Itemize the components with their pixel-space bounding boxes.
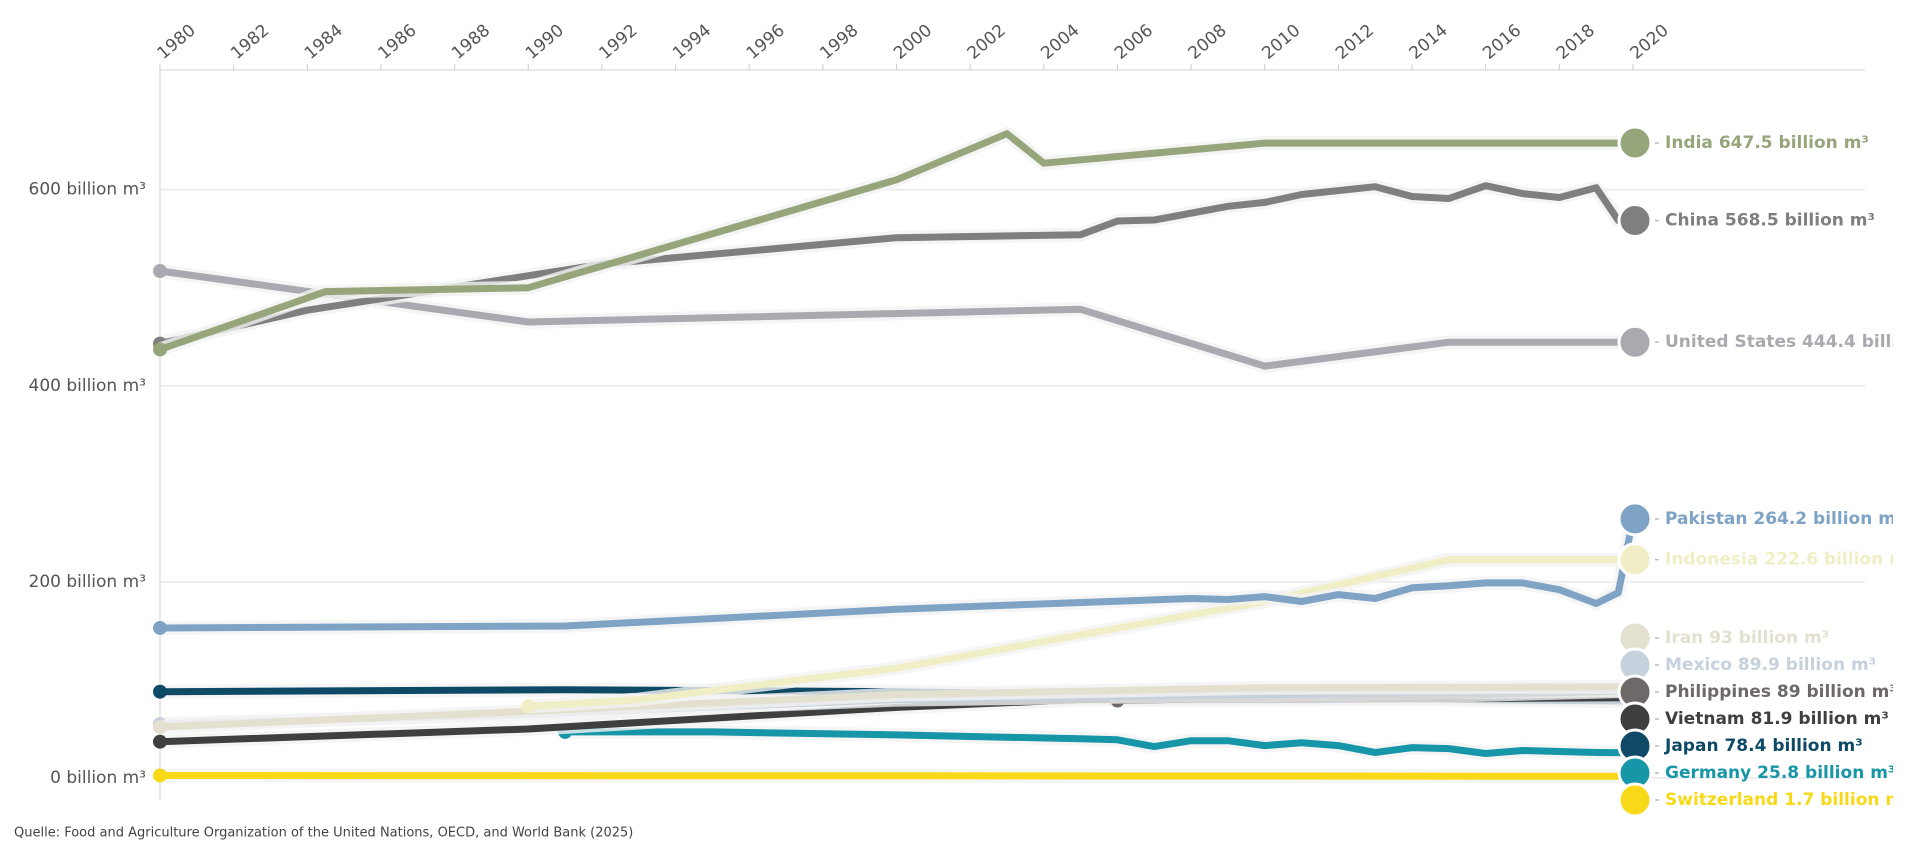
- end-label: Mexico 89.9 billion m³: [1665, 655, 1876, 675]
- end-label: China 568.5 billion m³: [1665, 211, 1875, 231]
- start-dot: [153, 684, 167, 699]
- series-name: Mexico: [1665, 655, 1732, 675]
- end-label: Switzerland 1.7 billion m³: [1665, 790, 1893, 810]
- series-name: China: [1665, 211, 1719, 231]
- x-tick-label: 2004: [1037, 21, 1083, 64]
- end-label: Pakistan 264.2 billion m³: [1665, 509, 1893, 529]
- x-tick-label: 2002: [964, 21, 1010, 64]
- x-tick-label: 1994: [669, 21, 715, 64]
- source: Quelle: Food and Agriculture Organizatio…: [14, 826, 633, 841]
- end-value-label: 647.5 billion m³: [1719, 133, 1869, 153]
- series-line: [159, 518, 1637, 632]
- start-dot: [153, 620, 167, 635]
- end-value-label: 1.7 billion m³: [1784, 790, 1893, 810]
- x-tick-label: 2012: [1332, 21, 1378, 64]
- series-name: Japan: [1664, 736, 1719, 756]
- series-name: Vietnam: [1665, 709, 1745, 729]
- series-name: Iran: [1665, 628, 1703, 648]
- y-tick-label: 600 billion m³: [29, 180, 147, 200]
- series-line: [565, 728, 1634, 757]
- x-tick-label: 1982: [227, 21, 273, 64]
- x-tick-label: 1996: [743, 21, 789, 64]
- flag-icon: [1617, 542, 1653, 578]
- start-dot: [153, 720, 167, 735]
- end-value-label: 81.9 billion m³: [1751, 709, 1889, 729]
- end-label: India 647.5 billion m³: [1665, 133, 1869, 153]
- series-name: Switzerland: [1665, 790, 1778, 810]
- flag-icon: [1617, 501, 1653, 537]
- end-label: Philippines 89 billion m³: [1665, 682, 1893, 702]
- x-tick-label: 2020: [1627, 21, 1673, 64]
- series-name: Philippines: [1665, 682, 1771, 702]
- start-dot: [153, 342, 167, 357]
- y-tick-label: 400 billion m³: [29, 376, 147, 396]
- x-tick-label: 1998: [816, 21, 862, 64]
- end-label: Iran 93 billion m³: [1665, 628, 1829, 648]
- start-dot: [153, 768, 167, 783]
- x-tick-label: 2014: [1406, 21, 1452, 64]
- end-value-label: 222.6 billion m³: [1764, 550, 1893, 570]
- series-name: United States: [1665, 332, 1796, 352]
- end-value-label: 93 billion m³: [1709, 628, 1829, 648]
- series-line: [159, 683, 1634, 731]
- series-line: [159, 182, 1633, 348]
- end-label: Germany 25.8 billion m³: [1665, 763, 1893, 783]
- flag-icon: [1617, 203, 1653, 239]
- flag-icon: [1617, 324, 1653, 360]
- end-value-label: 264.2 billion m³: [1753, 509, 1893, 529]
- x-tick-label: 1984: [301, 21, 347, 64]
- series-line: [159, 267, 1633, 370]
- x-tick-label: 2016: [1479, 21, 1525, 64]
- start-dot: [521, 699, 536, 714]
- x-tick-label: 1992: [595, 21, 641, 64]
- end-label: Japan 78.4 billion m³: [1664, 736, 1863, 756]
- end-label: Indonesia 222.6 billion m³: [1665, 550, 1893, 570]
- x-tick-label: 1990: [522, 21, 568, 64]
- series-line: [528, 556, 1633, 710]
- x-tick-label: 2018: [1553, 21, 1599, 64]
- x-tick-label: 2006: [1111, 21, 1157, 64]
- x-tick-label: 1980: [154, 21, 200, 64]
- y-tick-label: 200 billion m³: [29, 572, 147, 592]
- flag-icon: [1617, 782, 1653, 818]
- end-value-label: 568.5 billion m³: [1725, 211, 1875, 231]
- start-dot: [153, 734, 167, 749]
- x-tick-label: 2000: [890, 21, 936, 64]
- y-tick-label: 0 billion m³: [50, 768, 146, 788]
- end-label: Vietnam 81.9 billion m³: [1665, 709, 1889, 729]
- x-tick-label: 2010: [1258, 21, 1304, 64]
- x-tick-label: 1986: [375, 21, 421, 64]
- x-tick-label: 1988: [448, 21, 494, 64]
- end-value-label: 89.9 billion m³: [1738, 655, 1876, 675]
- x-tick-label: 2008: [1185, 21, 1231, 64]
- end-value-label: 89 billion m³: [1777, 682, 1893, 702]
- end-value-label: 25.8 billion m³: [1757, 763, 1893, 783]
- start-dot: [153, 264, 167, 279]
- flag-icon: [1617, 125, 1653, 161]
- series-name: Pakistan: [1665, 509, 1747, 529]
- series-line: [158, 130, 1633, 353]
- end-value-label: 444.4 billion m³: [1802, 332, 1893, 352]
- series-name: Germany: [1665, 763, 1751, 783]
- series-name: Indonesia: [1665, 550, 1758, 570]
- series-line: [159, 772, 1634, 780]
- series-name: India: [1665, 133, 1713, 153]
- end-value-label: 78.4 billion m³: [1724, 736, 1862, 756]
- end-label: United States 444.4 billion m³: [1665, 332, 1893, 352]
